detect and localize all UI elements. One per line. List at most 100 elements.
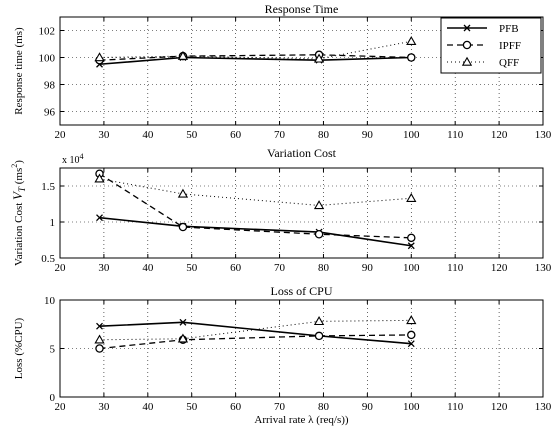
y-axis-title: Response time (ms) xyxy=(13,27,25,115)
series-ipff xyxy=(95,50,416,65)
panel-title: Variation Cost xyxy=(267,146,337,160)
legend-label-pfb: PFB xyxy=(499,23,519,35)
x-tick-label: 90 xyxy=(362,401,374,413)
y-tick-label: 1.5 xyxy=(41,181,55,193)
series-ipff xyxy=(95,330,416,353)
data-point-ipff xyxy=(178,222,188,232)
series-ipff xyxy=(95,169,416,243)
x-tick-label: 60 xyxy=(230,401,242,413)
data-point-ipff xyxy=(314,229,324,239)
x-tick-label: 40 xyxy=(142,129,154,141)
series-qff xyxy=(94,315,417,344)
x-tick-label: 50 xyxy=(186,129,198,141)
series-qff xyxy=(94,173,417,210)
plot-frame xyxy=(59,167,544,259)
x-tick-label: 70 xyxy=(274,129,286,141)
x-tick-label: 100 xyxy=(403,129,420,141)
y-tick-label: 1 xyxy=(50,217,56,229)
y-axis-title: Variation Cost VT (ms2) xyxy=(10,160,27,266)
y-tick-label: 102 xyxy=(39,26,56,38)
data-point-qff xyxy=(177,188,189,198)
panel-title: Loss of CPU xyxy=(270,284,332,298)
data-point-qff xyxy=(313,200,325,210)
x-tick-label: 60 xyxy=(230,262,242,274)
data-point-qff xyxy=(406,192,417,202)
data-point-ipff xyxy=(314,331,324,341)
x-tick-label: 110 xyxy=(447,262,464,274)
x-tick-label: 100 xyxy=(403,401,420,413)
data-point-ipff xyxy=(407,53,416,62)
data-point-qff xyxy=(94,173,105,183)
data-point-qff xyxy=(94,52,105,62)
x-tick-label: 70 xyxy=(274,262,286,274)
data-point-qff xyxy=(406,315,417,325)
series-line-qff xyxy=(99,319,412,341)
series-line-ipff xyxy=(99,334,412,350)
x-tick-label: 30 xyxy=(98,262,110,274)
series-qff xyxy=(94,35,417,63)
x-tick-label: 60 xyxy=(230,129,242,141)
x-tick-label: 120 xyxy=(491,262,508,274)
panel-loss-of-cpu: 20 30 40 50 60 70 80 90 100 110 120 130 0 5 10 Loss of … xyxy=(13,284,552,426)
x-tick-label: 20 xyxy=(55,401,67,413)
data-point-pfb xyxy=(179,318,187,326)
y-tick-label: 10 xyxy=(44,295,56,307)
x-tick-label: 90 xyxy=(362,262,374,274)
y-tick-label: 98 xyxy=(44,80,56,92)
x-tick-label: 80 xyxy=(318,401,330,413)
y-tick-label: 0 xyxy=(50,392,56,404)
x-tick-label: 90 xyxy=(362,129,374,141)
y-axis-title: Loss (%CPU) xyxy=(13,317,25,379)
series-pfb xyxy=(96,318,415,348)
legend-label-ipff: IPFF xyxy=(499,40,521,52)
x-tick-label: 20 xyxy=(55,262,67,274)
series-line-pfb xyxy=(99,216,412,247)
legend-marker-ipff xyxy=(462,40,472,50)
x-tick-label: 130 xyxy=(535,401,552,413)
legend-marker-qff xyxy=(461,56,473,66)
data-point-pfb xyxy=(96,214,103,222)
legend-label-qff: QFF xyxy=(499,57,519,69)
x-tick-label: 50 xyxy=(186,262,198,274)
data-point-ipff xyxy=(407,330,416,340)
x-tick-label: 50 xyxy=(186,401,198,413)
panel-variation-cost: 20 30 40 50 60 70 80 90 100 110 120 130 0.5 1 1.5 x 104… xyxy=(10,146,552,274)
x-tick-label: 30 xyxy=(98,401,110,413)
legend: PFB IPFF QFF xyxy=(440,17,542,74)
x-tick-label: 80 xyxy=(318,262,330,274)
x-tick-label: 130 xyxy=(535,129,552,141)
data-point-qff xyxy=(313,53,325,63)
x-tick-label: 100 xyxy=(403,262,420,274)
x-tick-label: 70 xyxy=(274,401,286,413)
data-point-pfb xyxy=(407,242,415,250)
x-tick-label: 40 xyxy=(142,262,154,274)
x-tick-label: 40 xyxy=(142,401,154,413)
data-point-ipff xyxy=(407,233,416,243)
series-line-ipff xyxy=(99,173,412,239)
x-tick-label: 110 xyxy=(447,129,464,141)
data-point-pfb xyxy=(407,340,415,348)
series-line-pfb xyxy=(99,321,412,345)
data-point-qff xyxy=(177,50,189,60)
series-line-pfb xyxy=(99,56,412,66)
x-axis-title: Arrival rate λ (req/s)) xyxy=(254,414,349,426)
data-point-qff xyxy=(177,333,189,343)
data-point-pfb xyxy=(96,322,103,330)
x-tick-label: 110 xyxy=(447,401,464,413)
y-exponent-label: x 104 xyxy=(62,152,84,166)
panel-response-time: 20 30 40 50 60 70 80 90 100 110 120 130 96 98 100 102 Re… xyxy=(13,2,552,141)
legend-marker-pfb xyxy=(463,24,471,32)
x-tick-label: 30 xyxy=(98,129,110,141)
data-point-qff xyxy=(94,334,105,344)
data-point-ipff xyxy=(95,344,104,353)
y-tick-label: 5 xyxy=(50,344,56,356)
y-tick-label: 100 xyxy=(39,53,56,65)
x-tick-label: 120 xyxy=(491,401,508,413)
y-tick-label: 0.5 xyxy=(41,253,55,265)
x-tick-label: 120 xyxy=(491,129,508,141)
data-point-qff xyxy=(406,35,417,45)
x-tick-label: 80 xyxy=(318,129,330,141)
data-point-qff xyxy=(313,316,325,326)
series-line-ipff xyxy=(99,54,412,61)
